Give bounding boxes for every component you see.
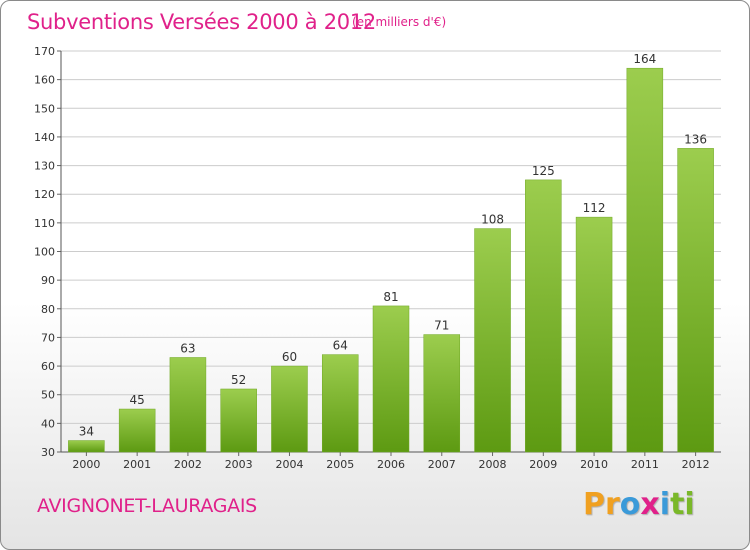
x-tick-label: 2008	[479, 458, 507, 471]
y-tick-label: 70	[41, 331, 55, 344]
bar-2004	[271, 365, 308, 453]
logo-letter: i	[684, 487, 695, 522]
x-tick-label: 2003	[225, 458, 253, 471]
chart-title: Subventions Versées 2000 à 2012	[27, 10, 376, 34]
y-tick-label: 50	[41, 389, 55, 402]
logo-letter: i	[659, 487, 671, 522]
x-tick-label: 2012	[682, 458, 710, 471]
y-tick-label: 80	[41, 303, 55, 316]
y-tick-label: 140	[34, 131, 55, 144]
y-tick-label: 120	[34, 188, 55, 201]
bar-2005	[321, 354, 359, 453]
data-label: 60	[282, 350, 297, 364]
proxiti-logo: Proxiti	[583, 487, 695, 522]
x-tick-label: 2007	[428, 458, 456, 471]
x-tick-label: 2004	[275, 458, 303, 471]
y-tick-label: 100	[34, 246, 55, 259]
x-tick-label: 2002	[174, 458, 202, 471]
data-label: 108	[481, 213, 504, 227]
y-tick-label: 110	[34, 217, 55, 230]
bar-2008	[474, 228, 511, 453]
bar-2002	[169, 357, 207, 453]
y-tick-label: 130	[34, 160, 55, 173]
chart-subtitle: (en milliers d'€)	[352, 15, 447, 29]
logo-letter: r	[605, 487, 620, 522]
y-tick-label: 170	[34, 45, 55, 58]
x-tick-label: 2000	[72, 458, 100, 471]
bar-2003	[220, 388, 257, 453]
x-tick-label: 2009	[529, 458, 557, 471]
commune-name: AVIGNONET-LAURAGAIS	[37, 495, 257, 517]
logo-letter: t	[670, 487, 685, 522]
y-tick-labels: 30 40 50 60 70 80 90 100 110 120 130 140 150 160 170	[34, 45, 55, 459]
x-tick-label: 2001	[123, 458, 151, 471]
data-label: 81	[383, 290, 398, 304]
bar-2011	[626, 67, 664, 453]
data-label: 112	[583, 201, 606, 215]
data-label: 34	[79, 425, 94, 439]
bar-2000	[68, 440, 105, 453]
y-tick-label: 90	[41, 274, 55, 287]
data-label: 52	[231, 373, 246, 387]
bars	[68, 67, 714, 453]
data-label: 45	[130, 393, 145, 407]
bar-2007	[423, 334, 461, 453]
bar-2009	[525, 179, 562, 453]
data-label: 64	[333, 339, 348, 353]
logo-letter: P	[583, 487, 605, 522]
data-label: 125	[532, 164, 555, 178]
bar-2001	[118, 408, 156, 453]
x-tick-label: 2011	[631, 458, 659, 471]
data-label: 63	[180, 341, 195, 355]
x-tick-labels: 2000 2001 2002 2003 2004 2005 2006 2007 2008 2009…	[72, 458, 709, 471]
x-tick-label: 2010	[580, 458, 608, 471]
bar-2006	[372, 305, 410, 453]
data-label: 136	[684, 132, 707, 146]
data-label: 164	[633, 52, 656, 66]
bar-2012	[677, 148, 714, 453]
bar-2010	[575, 216, 613, 453]
y-tick-label: 30	[41, 446, 55, 459]
logo-letter: o	[619, 487, 641, 522]
data-label: 71	[434, 319, 449, 333]
data-labels: 34 45 63 52 60 64 81 71 108 125 112 164 136	[79, 52, 707, 438]
y-tick-label: 160	[34, 74, 55, 87]
y-tick-label: 150	[34, 102, 55, 115]
logo-letter: x	[640, 487, 660, 522]
x-tick-label: 2006	[377, 458, 405, 471]
y-tick-label: 40	[41, 417, 55, 430]
x-tick-label: 2005	[326, 458, 354, 471]
y-tick-label: 60	[41, 360, 55, 373]
